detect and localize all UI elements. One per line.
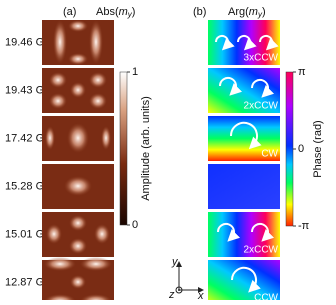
axis-z bbox=[175, 286, 183, 294]
colorbar bbox=[119, 71, 128, 226]
amplitude-spot bbox=[53, 20, 67, 64]
rotation-arrow bbox=[216, 222, 241, 242]
mode-label: 3xCCW bbox=[244, 53, 279, 64]
title-suffix: ) bbox=[132, 6, 136, 18]
amplitude-spot bbox=[89, 20, 103, 64]
axis-label: y bbox=[171, 256, 179, 268]
mode-label: CCW bbox=[254, 293, 278, 300]
colorbar-tick-label: π bbox=[298, 66, 306, 78]
rotation-arrow bbox=[236, 34, 257, 51]
phase-map bbox=[208, 164, 280, 209]
amplitude-spot bbox=[89, 93, 107, 109]
colorbar-title: Phase (rad) bbox=[312, 120, 324, 177]
colorbar-tick-label: -π bbox=[298, 220, 310, 232]
mode-label: 2xCCW bbox=[244, 101, 279, 112]
rotation-arrow bbox=[218, 76, 243, 96]
amplitude-spot bbox=[101, 126, 111, 150]
mode-label: CW bbox=[261, 149, 278, 160]
axis-label: z bbox=[168, 289, 175, 300]
rotation-arrow bbox=[214, 34, 235, 51]
amplitude-spot bbox=[70, 275, 86, 289]
rotation-arrow bbox=[250, 78, 275, 98]
amplitude-spot bbox=[68, 20, 88, 32]
colorbar-tick-label: 0 bbox=[298, 143, 304, 155]
colorbar-tick-label: 0 bbox=[132, 219, 138, 231]
amplitude-spot bbox=[68, 53, 88, 65]
panel-title: Arg(my) bbox=[228, 6, 266, 19]
title-sub: y bbox=[127, 10, 133, 19]
amplitude-spot bbox=[45, 126, 55, 150]
axis-z-dot bbox=[178, 289, 180, 291]
title-suffix: ) bbox=[262, 6, 266, 18]
colorbar-tick-label: 1 bbox=[132, 66, 138, 78]
title-var: m bbox=[249, 6, 258, 18]
amplitude-spot bbox=[46, 224, 62, 244]
amplitude-spot bbox=[49, 72, 67, 88]
amplitude-spot bbox=[80, 257, 112, 271]
panel-label: (b) bbox=[193, 6, 206, 18]
title-sub: y bbox=[257, 10, 263, 19]
amplitude-spot bbox=[64, 176, 92, 196]
amplitude-spot bbox=[69, 215, 87, 231]
amplitude-spot bbox=[94, 224, 110, 244]
amplitude-spot bbox=[44, 257, 76, 271]
mode-label: 2xCCW bbox=[244, 245, 279, 256]
rotation-arrow bbox=[230, 266, 261, 293]
rotation-arrow bbox=[258, 34, 279, 51]
panel-label: (a) bbox=[63, 6, 76, 18]
amplitude-spot bbox=[69, 238, 87, 254]
title-var: m bbox=[119, 6, 128, 18]
colorbar bbox=[285, 71, 294, 227]
colorbar-title: Amplitude (arb. units) bbox=[140, 96, 152, 201]
axis-label: x bbox=[197, 290, 204, 300]
amplitude-spot bbox=[67, 123, 89, 153]
panel-title: Abs(my) bbox=[96, 6, 135, 19]
amplitude-spot bbox=[89, 72, 107, 88]
rotation-arrow bbox=[229, 121, 262, 150]
amplitude-spot bbox=[70, 82, 86, 98]
rotation-arrow bbox=[250, 222, 275, 242]
amplitude-spot bbox=[49, 93, 67, 109]
title-prefix: Arg( bbox=[228, 6, 249, 18]
title-prefix: Abs( bbox=[96, 6, 119, 18]
